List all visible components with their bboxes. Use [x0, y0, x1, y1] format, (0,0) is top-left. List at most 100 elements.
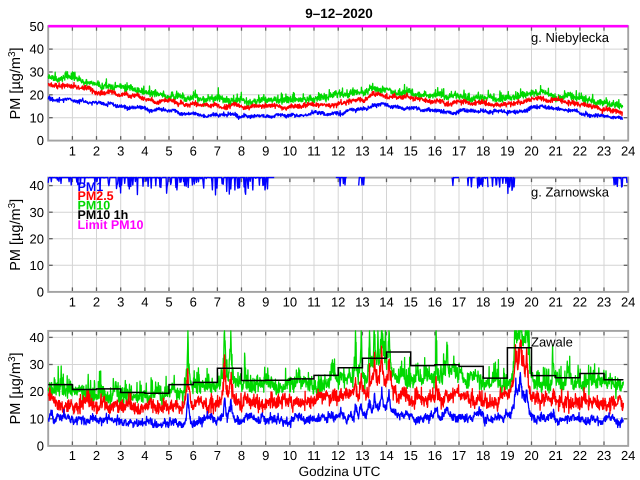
svg-text:30: 30	[30, 357, 44, 372]
svg-text:15: 15	[403, 143, 417, 158]
svg-text:1: 1	[69, 143, 76, 158]
svg-text:PM10 1h: PM10 1h	[78, 208, 129, 222]
svg-text:6: 6	[190, 143, 197, 158]
svg-text:PM [µg/m3]: PM [µg/m3]	[7, 47, 24, 119]
svg-text:10: 10	[283, 295, 297, 310]
svg-text:10: 10	[30, 258, 44, 273]
svg-text:Godzina UTC: Godzina UTC	[299, 464, 381, 479]
svg-text:9–12–2020: 9–12–2020	[305, 6, 373, 21]
svg-text:30: 30	[30, 65, 44, 80]
svg-text:PM [µg/m3]: PM [µg/m3]	[7, 352, 24, 424]
svg-text:7: 7	[214, 448, 221, 463]
svg-text:11: 11	[307, 143, 321, 158]
svg-text:0: 0	[37, 285, 44, 300]
svg-text:19: 19	[500, 295, 514, 310]
svg-text:4: 4	[141, 295, 148, 310]
svg-text:6: 6	[190, 448, 197, 463]
svg-text:17: 17	[452, 143, 466, 158]
svg-text:8: 8	[238, 143, 245, 158]
svg-text:20: 20	[524, 448, 538, 463]
svg-text:23: 23	[597, 143, 611, 158]
svg-text:5: 5	[165, 448, 172, 463]
svg-text:50: 50	[30, 19, 44, 34]
svg-text:23: 23	[597, 295, 611, 310]
svg-text:PM10: PM10	[78, 199, 111, 213]
svg-text:9: 9	[262, 448, 269, 463]
svg-text:13: 13	[355, 295, 369, 310]
svg-text:20: 20	[30, 384, 44, 399]
svg-text:12: 12	[331, 295, 345, 310]
svg-text:40: 40	[30, 42, 44, 57]
svg-text:11: 11	[307, 295, 321, 310]
svg-text:21: 21	[548, 295, 562, 310]
svg-text:20: 20	[30, 231, 44, 246]
svg-text:8: 8	[238, 448, 245, 463]
svg-text:3: 3	[117, 448, 124, 463]
svg-text:1: 1	[69, 295, 76, 310]
svg-text:40: 40	[30, 330, 44, 345]
svg-text:23: 23	[597, 448, 611, 463]
svg-text:24: 24	[621, 295, 635, 310]
svg-text:8: 8	[238, 295, 245, 310]
svg-text:22: 22	[573, 143, 587, 158]
svg-text:10: 10	[283, 143, 297, 158]
svg-text:3: 3	[117, 143, 124, 158]
svg-text:15: 15	[403, 295, 417, 310]
svg-text:7: 7	[214, 143, 221, 158]
svg-text:30: 30	[30, 205, 44, 220]
svg-text:0: 0	[37, 439, 44, 454]
svg-text:4: 4	[141, 143, 148, 158]
svg-text:2: 2	[93, 295, 100, 310]
svg-text:24: 24	[621, 448, 635, 463]
svg-text:13: 13	[355, 448, 369, 463]
svg-text:12: 12	[331, 448, 345, 463]
svg-text:40: 40	[30, 178, 44, 193]
svg-text:PM [µg/m3]: PM [µg/m3]	[7, 199, 24, 271]
svg-text:g. Niebylecka: g. Niebylecka	[531, 30, 610, 45]
svg-text:16: 16	[428, 448, 442, 463]
svg-text:6: 6	[190, 295, 197, 310]
svg-text:17: 17	[452, 295, 466, 310]
svg-text:Zawale: Zawale	[531, 335, 573, 350]
svg-text:21: 21	[548, 448, 562, 463]
svg-text:2: 2	[93, 448, 100, 463]
svg-text:9: 9	[262, 143, 269, 158]
svg-text:20: 20	[524, 295, 538, 310]
svg-text:16: 16	[428, 143, 442, 158]
svg-text:19: 19	[500, 143, 514, 158]
svg-text:20: 20	[524, 143, 538, 158]
svg-text:15: 15	[403, 448, 417, 463]
svg-text:18: 18	[476, 448, 490, 463]
svg-text:17: 17	[452, 448, 466, 463]
svg-text:18: 18	[476, 143, 490, 158]
svg-text:22: 22	[573, 448, 587, 463]
svg-text:7: 7	[214, 295, 221, 310]
svg-text:4: 4	[141, 448, 148, 463]
svg-text:9: 9	[262, 295, 269, 310]
svg-text:5: 5	[165, 295, 172, 310]
svg-text:24: 24	[621, 143, 635, 158]
svg-text:PM2.5: PM2.5	[78, 189, 114, 203]
svg-text:22: 22	[573, 295, 587, 310]
svg-text:g. Zarnowska: g. Zarnowska	[531, 184, 610, 199]
svg-text:3: 3	[117, 295, 124, 310]
svg-text:PM1: PM1	[78, 180, 104, 194]
svg-text:14: 14	[379, 143, 393, 158]
svg-text:21: 21	[548, 143, 562, 158]
svg-text:20: 20	[30, 87, 44, 102]
svg-text:2: 2	[93, 143, 100, 158]
svg-text:10: 10	[30, 110, 44, 125]
svg-text:12: 12	[331, 143, 345, 158]
svg-text:10: 10	[30, 411, 44, 426]
svg-text:Limit PM10: Limit PM10	[78, 218, 144, 232]
svg-text:14: 14	[379, 295, 393, 310]
svg-text:18: 18	[476, 295, 490, 310]
svg-text:10: 10	[283, 448, 297, 463]
svg-text:13: 13	[355, 143, 369, 158]
svg-text:5: 5	[165, 143, 172, 158]
svg-text:11: 11	[307, 448, 321, 463]
svg-text:14: 14	[379, 448, 393, 463]
svg-text:1: 1	[69, 448, 76, 463]
svg-text:16: 16	[428, 295, 442, 310]
svg-text:19: 19	[500, 448, 514, 463]
